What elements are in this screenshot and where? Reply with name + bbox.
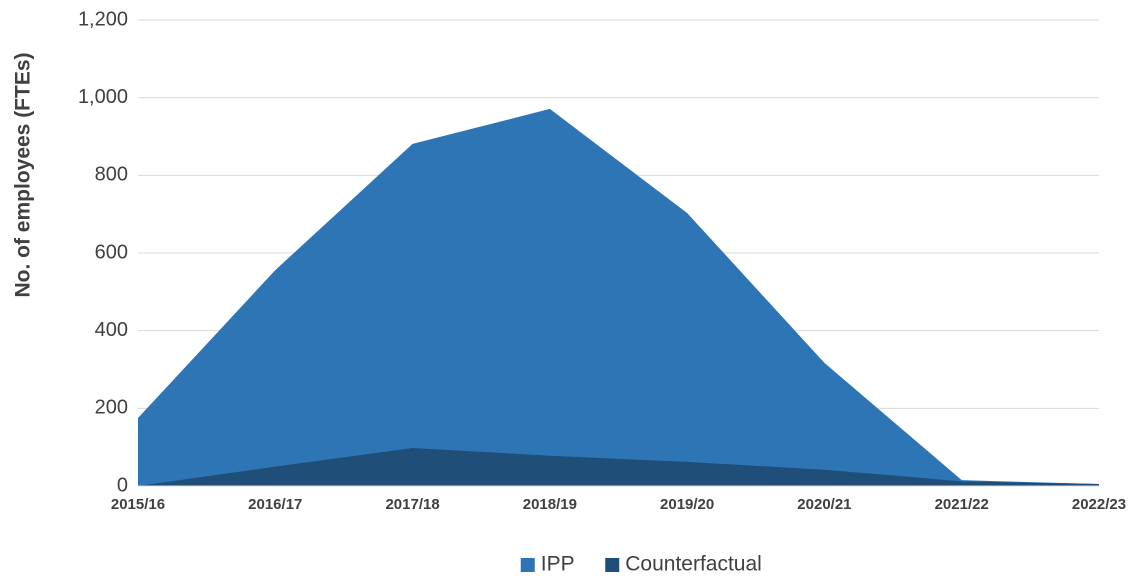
x-tick-label: 2021/22 [935, 496, 989, 513]
x-tick-label: 2017/18 [385, 496, 439, 513]
y-axis-title: No. of employees (FTEs) [12, 52, 35, 297]
y-tick-label: 0 [117, 474, 128, 496]
y-tick-label: 400 [95, 319, 128, 341]
y-tick-label: 600 [95, 241, 128, 263]
x-tick-label: 2020/21 [797, 496, 851, 513]
area [138, 447, 1099, 486]
x-tick-label: 2016/17 [248, 496, 302, 513]
x-tick-label: 2019/20 [660, 496, 714, 513]
legend-swatch [520, 558, 535, 572]
area [138, 108, 1099, 486]
legend-swatch [605, 558, 620, 572]
y-tick-label: 800 [95, 164, 128, 186]
legend-label: Counterfactual [625, 553, 762, 576]
x-tick-label: 2015/16 [111, 496, 165, 513]
x-tick-label: 2022/23 [1072, 496, 1126, 513]
legend-label: IPP [541, 553, 575, 576]
x-tick-label: 2018/19 [523, 496, 577, 513]
y-tick-label: 200 [95, 397, 128, 419]
y-tick-label: 1,000 [78, 86, 128, 108]
y-tick-label: 1,200 [78, 8, 128, 30]
